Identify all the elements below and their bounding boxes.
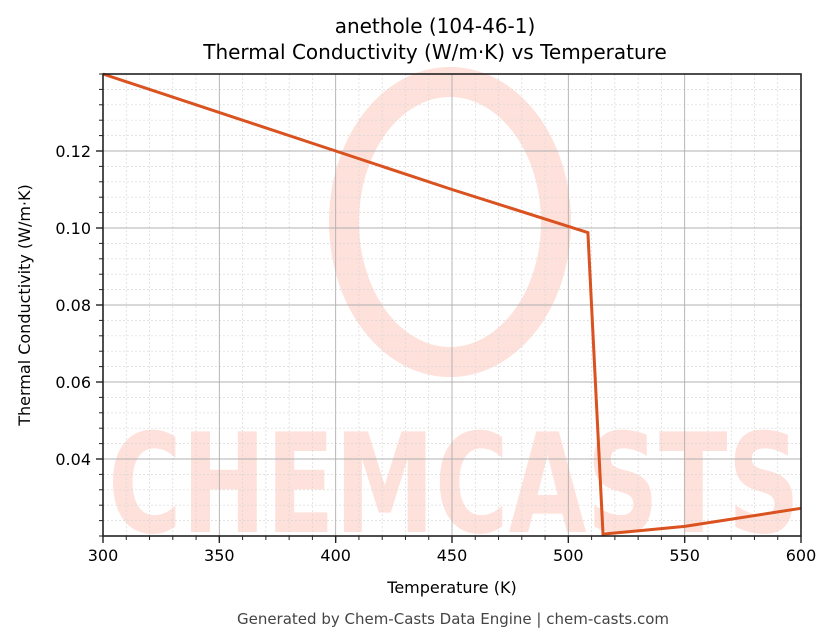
x-tick-label: 300 (88, 546, 119, 565)
x-tick-label: 550 (669, 546, 700, 565)
watermark: CHEMCASTS (108, 67, 800, 565)
x-tick-label: 600 (786, 546, 817, 565)
x-tick-label: 450 (437, 546, 468, 565)
y-tick-label: 0.10 (55, 219, 91, 238)
data-line (102, 72, 802, 536)
y-axis-label: Thermal Conductivity (W/m·K) (15, 184, 34, 427)
y-tick-label: 0.04 (55, 450, 91, 469)
x-tick-label: 500 (553, 546, 584, 565)
chart-title-property: Thermal Conductivity (W/m·K) vs Temperat… (203, 40, 667, 64)
footer-credit: Generated by Chem-Casts Data Engine | ch… (237, 610, 669, 628)
x-tick-label: 400 (320, 546, 351, 565)
y-tick-label: 0.08 (55, 296, 91, 315)
y-tick-label: 0.06 (55, 373, 91, 392)
watermark-logo-ring (329, 67, 571, 377)
x-tick-labels: 300 350 400 450 500 550 600 (88, 546, 817, 565)
x-axis-label: Temperature (K) (386, 578, 516, 597)
chart-title-compound: anethole (104-46-1) (334, 14, 536, 38)
x-tick-label: 350 (204, 546, 235, 565)
axis-ticks (96, 73, 802, 543)
y-tick-labels: 0.04 0.06 0.08 0.10 0.12 (55, 142, 91, 469)
y-tick-label: 0.12 (55, 142, 91, 161)
